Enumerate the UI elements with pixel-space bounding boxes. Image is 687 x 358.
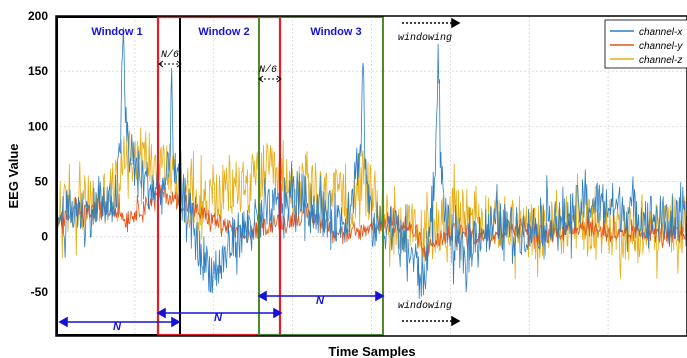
legend-entry-channel-y: channel-y [639,41,683,52]
span-label-window-1: N [113,321,122,333]
grid-lines [56,15,687,336]
series-group [55,27,687,299]
y-tick-labels: -50 0 50 100 150 200 [28,9,48,299]
window-2-label: Window 2 [198,26,249,38]
series-line-channel-x [55,27,687,299]
span-label-window-2: N [214,312,223,324]
window-box-2 [156,15,282,337]
overlap-arrow-1 [158,60,182,68]
overlap-label-1: N/6 [161,49,179,61]
window-box-3 [258,16,384,336]
plot-frame [55,15,687,337]
windowing-arrow-top [402,17,461,29]
window-1-label: Window 1 [91,26,142,38]
y-tick-label: 150 [28,64,48,78]
y-tick-label: 50 [35,175,49,189]
y-tick-label: 100 [28,119,48,133]
y-tick-label: -50 [31,285,49,299]
legend-box [604,19,687,69]
span-arrow-window-3 [257,290,385,302]
y-tick-label: 200 [28,9,48,23]
overlap-arrow-2 [258,75,282,83]
span-label-window-3: N [316,295,325,307]
windowing-arrow-bottom [402,315,461,327]
window-box-1 [56,16,181,336]
window-boxes [56,15,384,337]
overlap-label-2: N/6 [259,64,277,76]
window-3-label: Window 3 [310,26,361,38]
span-arrow-window-2 [156,307,283,319]
legend-entry-channel-x: channel-x [639,27,683,38]
legend-entry-channel-z: channel-z [639,55,682,66]
legend: channel-x channel-y channel-z [604,19,687,69]
span-arrow-window-1 [58,316,181,328]
y-axis-label: EEG Value [6,143,21,208]
windowing-label-bottom: windowing [398,300,452,312]
windowing-label-top: windowing [398,32,452,44]
y-tick-label: 0 [41,230,48,244]
x-axis-label: Time Samples [328,344,415,358]
